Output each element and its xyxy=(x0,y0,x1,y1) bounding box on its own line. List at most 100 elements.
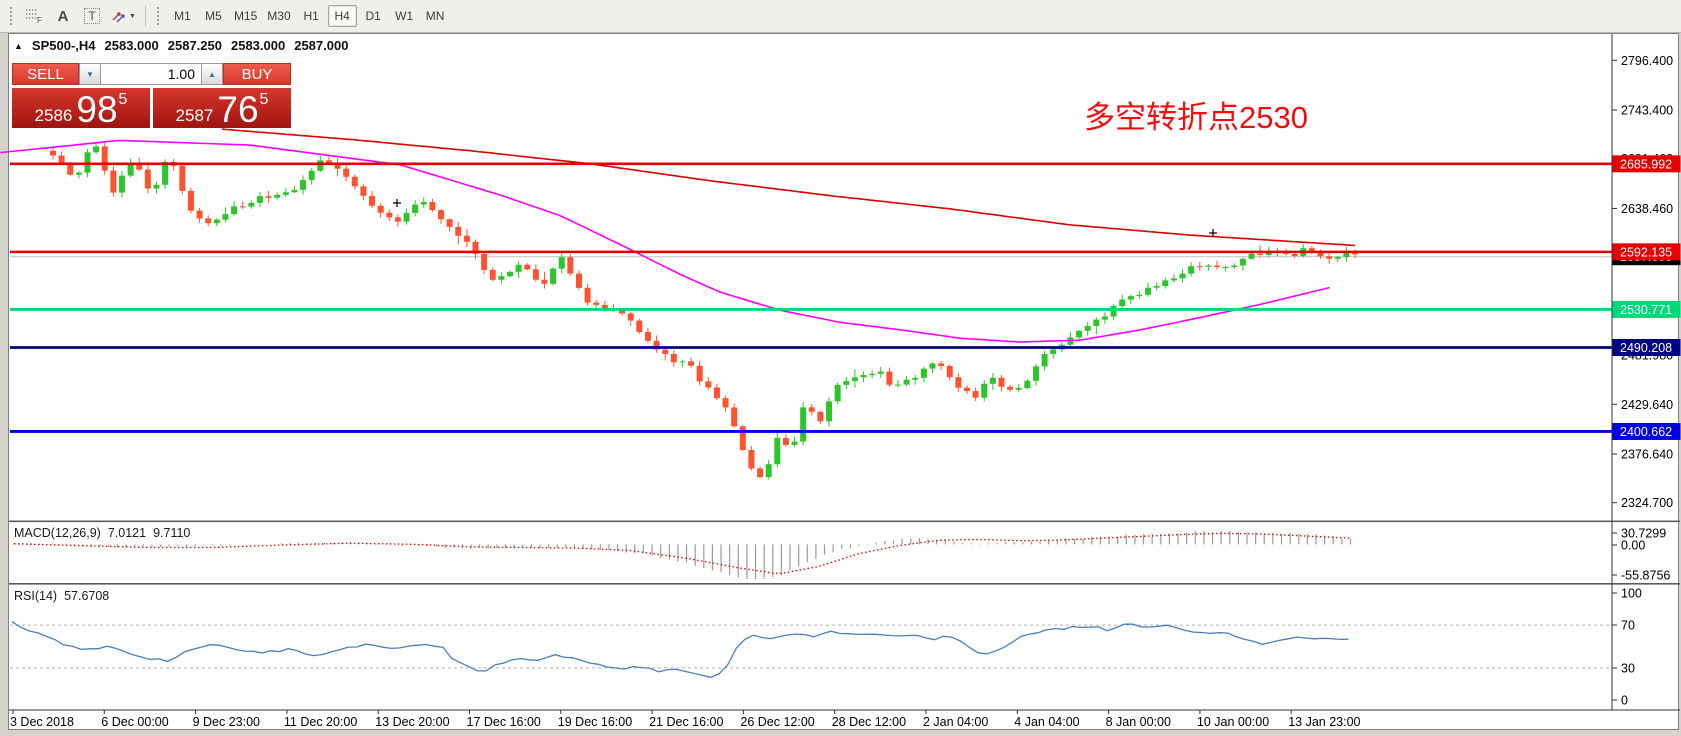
sell-button[interactable]: SELL xyxy=(12,63,79,85)
cross-marker xyxy=(393,199,401,207)
text-label-icon[interactable]: A xyxy=(50,4,76,28)
rsi-axis-label: 0 xyxy=(1621,694,1628,708)
rsi-value: 57.6708 xyxy=(64,589,110,603)
macd-histogram xyxy=(13,530,1352,580)
time-axis-label: 13 Dec 20:00 xyxy=(375,715,449,729)
rsi-name: RSI(14) xyxy=(14,589,58,603)
timeframe-m1[interactable]: M1 xyxy=(168,5,197,27)
pane-separator xyxy=(9,583,1680,585)
macd-main-value: 7.0121 xyxy=(107,526,147,540)
quote-open: 2583.000 xyxy=(104,38,159,53)
triangle-up-icon: ▲ xyxy=(14,40,23,51)
time-axis-label: 3 Dec 2018 xyxy=(10,715,74,729)
price-tag xyxy=(1612,300,1681,318)
toolbar-grip[interactable] xyxy=(155,6,161,26)
timeframe-m5[interactable]: M5 xyxy=(199,5,228,27)
macd-name: MACD(12,26,9) xyxy=(14,526,101,540)
timeframe-m15[interactable]: M15 xyxy=(230,5,261,27)
candles-layer xyxy=(50,141,1358,480)
text-box-icon[interactable]: T xyxy=(79,4,105,28)
timeframe-h1[interactable]: H1 xyxy=(297,5,326,27)
chevron-down-icon: ▼ xyxy=(129,12,136,20)
ma-fast-magenta-line xyxy=(0,139,1330,343)
draw-objects-icon[interactable]: ▼ xyxy=(108,4,139,28)
buy-button[interactable]: BUY xyxy=(223,63,291,85)
time-axis-label: 6 Dec 00:00 xyxy=(101,715,168,729)
macd-indicator-label: MACD(12,26,9) 7.0121 9.7110 xyxy=(14,526,190,540)
price-tick-label: 2743.400 xyxy=(1621,104,1673,118)
price-tag xyxy=(1612,243,1681,261)
macd-axis-label: 0.00 xyxy=(1621,539,1645,553)
price-tag-label: 2490.208 xyxy=(1620,341,1672,355)
price-tag xyxy=(1612,338,1681,356)
price-tick-label: 2324.700 xyxy=(1621,496,1673,510)
time-axis-label: 28 Dec 12:00 xyxy=(832,715,906,729)
timeframe-mn[interactable]: MN xyxy=(421,5,450,27)
macd-axis-label: 30.7299 xyxy=(1621,527,1666,541)
quote-bar: ▲ SP500-,H4 2583.000 2587.250 2583.000 2… xyxy=(14,38,348,53)
quote-close: 2587.000 xyxy=(294,38,349,53)
time-axis-label: 26 Dec 12:00 xyxy=(740,715,814,729)
sell-price-big: 98 xyxy=(76,88,118,130)
rsi-line xyxy=(11,621,1349,679)
one-click-trading-panel: SELL ▼ ▲ BUY 2586 98 5 2587 76 5 xyxy=(12,63,291,128)
volume-input[interactable] xyxy=(101,63,201,85)
chart-annotation: 多空转折点2530 xyxy=(1084,100,1308,135)
price-tag-label: 2592.135 xyxy=(1620,245,1672,259)
price-tag-label: 2400.662 xyxy=(1620,425,1672,439)
toolbar-grip[interactable] xyxy=(9,6,14,26)
rsi-indicator-label: RSI(14) 57.6708 xyxy=(14,589,109,603)
time-axis-label: 13 Jan 23:00 xyxy=(1288,715,1360,729)
buy-price-small: 2587 xyxy=(175,106,214,126)
time-axis-label: 8 Jan 00:00 xyxy=(1106,715,1171,729)
time-axis-label: 19 Dec 16:00 xyxy=(558,715,632,729)
timeframe-h4[interactable]: H4 xyxy=(327,5,357,27)
buy-price-sup: 5 xyxy=(259,91,269,108)
time-axis-label: 17 Dec 16:00 xyxy=(467,715,541,729)
price-tag-label: 2530.771 xyxy=(1620,303,1672,317)
toolbar: F A T ▼ M1 M5 M15 M30 H1 H4 D1 W1 MN xyxy=(0,0,1681,33)
price-tick-label: 2638.460 xyxy=(1621,202,1673,216)
time-axis-label: 9 Dec 23:00 xyxy=(193,715,260,729)
quote-low: 2583.000 xyxy=(230,38,286,53)
arrows-icon xyxy=(112,12,125,23)
time-axis-label: 2 Jan 04:00 xyxy=(923,715,988,729)
sell-price-small: 2586 xyxy=(34,106,73,126)
volume-increase-button[interactable]: ▲ xyxy=(201,63,223,85)
volume-decrease-button[interactable]: ▼ xyxy=(79,63,101,85)
buy-price-button[interactable]: 2587 76 5 xyxy=(153,88,291,128)
svg-text:F: F xyxy=(37,16,42,24)
pane-separator xyxy=(9,520,1680,523)
timeframe-m30[interactable]: M30 xyxy=(263,5,294,27)
sell-price-button[interactable]: 2586 98 5 xyxy=(12,88,150,128)
rsi-axis-label: 30 xyxy=(1621,662,1635,676)
price-tag xyxy=(1612,422,1681,440)
ma-slow-red-line xyxy=(221,128,1356,247)
toolbar-separator xyxy=(144,5,146,27)
rsi-axis-label: 70 xyxy=(1621,619,1635,633)
symbol-timeframe: SP500-,H4 xyxy=(31,38,96,53)
quote-high: 2587.250 xyxy=(167,38,222,53)
price-tick-label: 2429.640 xyxy=(1621,398,1673,412)
price-tag xyxy=(1612,155,1681,173)
macd-signal-line xyxy=(13,532,1351,575)
time-axis-label: 10 Jan 00:00 xyxy=(1197,715,1269,729)
time-axis-label: 11 Dec 20:00 xyxy=(284,715,357,729)
time-axis-label: 4 Jan 04:00 xyxy=(1014,715,1079,729)
cross-marker xyxy=(1209,229,1217,237)
timeframe-buttons: M1 M5 M15 M30 H1 H4 D1 W1 MN xyxy=(168,5,450,27)
buy-price-big: 76 xyxy=(217,88,259,130)
timeframe-d1[interactable]: D1 xyxy=(359,5,388,27)
dotted-grid-icon: F xyxy=(26,9,42,24)
sell-price-sup: 5 xyxy=(118,91,128,108)
price-tag-label: 2685.992 xyxy=(1620,157,1672,171)
expert-advisors-icon[interactable]: F xyxy=(21,4,47,28)
timeframe-w1[interactable]: W1 xyxy=(390,5,419,27)
price-tick-label: 2796.400 xyxy=(1621,54,1673,68)
macd-axis-label: -55.8756 xyxy=(1621,569,1670,583)
rsi-axis-label: 100 xyxy=(1621,587,1642,601)
price-tick-label: 2376.640 xyxy=(1621,447,1673,461)
macd-signal-value: 9.7110 xyxy=(153,526,191,540)
time-axis-label: 21 Dec 16:00 xyxy=(649,715,723,729)
